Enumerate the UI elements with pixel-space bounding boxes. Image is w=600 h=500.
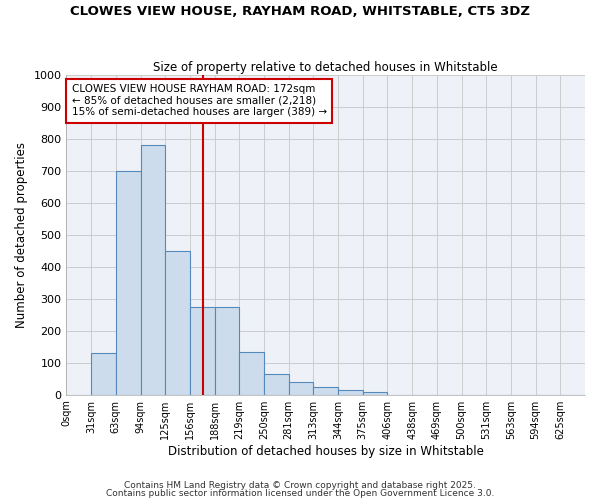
Text: Contains public sector information licensed under the Open Government Licence 3.: Contains public sector information licen… xyxy=(106,489,494,498)
Bar xyxy=(165,250,190,394)
Bar xyxy=(338,390,363,394)
Bar xyxy=(215,306,239,394)
Bar xyxy=(190,306,215,394)
Text: CLOWES VIEW HOUSE RAYHAM ROAD: 172sqm
← 85% of detached houses are smaller (2,21: CLOWES VIEW HOUSE RAYHAM ROAD: 172sqm ← … xyxy=(71,84,327,117)
Bar xyxy=(91,353,116,395)
Bar xyxy=(289,382,313,394)
Bar xyxy=(363,392,388,394)
Bar xyxy=(264,374,289,394)
X-axis label: Distribution of detached houses by size in Whitstable: Distribution of detached houses by size … xyxy=(168,444,484,458)
Text: Contains HM Land Registry data © Crown copyright and database right 2025.: Contains HM Land Registry data © Crown c… xyxy=(124,480,476,490)
Title: Size of property relative to detached houses in Whitstable: Size of property relative to detached ho… xyxy=(154,60,498,74)
Y-axis label: Number of detached properties: Number of detached properties xyxy=(15,142,28,328)
Text: CLOWES VIEW HOUSE, RAYHAM ROAD, WHITSTABLE, CT5 3DZ: CLOWES VIEW HOUSE, RAYHAM ROAD, WHITSTAB… xyxy=(70,5,530,18)
Bar xyxy=(116,170,140,394)
Bar xyxy=(313,386,338,394)
Bar xyxy=(239,352,264,395)
Bar xyxy=(140,145,165,394)
